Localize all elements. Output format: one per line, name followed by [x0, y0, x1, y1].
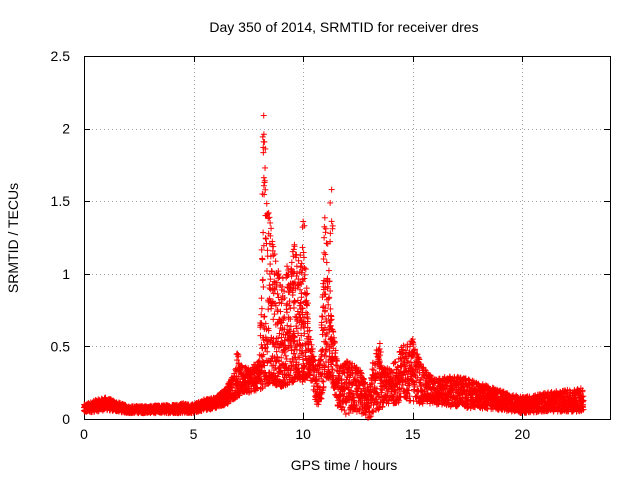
- x-tick-label: 15: [405, 426, 421, 442]
- data-point: [258, 295, 265, 302]
- y-axis-label: SRMTID / TECUs: [5, 183, 21, 293]
- ticks-layer: 0 5 10 15 20 0 0.5 1 1.5 2 2.5: [51, 48, 610, 442]
- data-point: [262, 186, 269, 193]
- data-point: [376, 340, 383, 347]
- data-point: [262, 164, 269, 171]
- data-point: [260, 229, 267, 236]
- data-point: [260, 131, 267, 138]
- data-point: [321, 249, 328, 256]
- data-point: [328, 218, 335, 225]
- y-tick-label: 0: [62, 411, 70, 427]
- data-point: [270, 316, 277, 323]
- data-point: [264, 247, 271, 254]
- y-tick-label: 0.5: [51, 338, 71, 354]
- data-point: [327, 199, 334, 206]
- data-point: [271, 286, 278, 293]
- data-point: [261, 313, 268, 320]
- x-tick-label: 20: [515, 426, 531, 442]
- x-tick-label: 0: [80, 426, 88, 442]
- data-point: [258, 305, 265, 312]
- data-point: [260, 174, 267, 181]
- data-point: [369, 366, 376, 373]
- data-point: [271, 311, 278, 318]
- x-tick-label: 10: [295, 426, 311, 442]
- y-tick-label: 2: [62, 121, 70, 137]
- data-point: [300, 218, 307, 225]
- points-layer: [81, 112, 587, 422]
- chart-title: Day 350 of 2014, SRMTID for receiver dre…: [209, 19, 478, 35]
- data-point: [259, 256, 266, 263]
- data-point: [265, 306, 272, 313]
- data-point: [321, 234, 328, 241]
- data-point: [272, 258, 279, 265]
- x-axis-label: GPS time / hours: [291, 457, 398, 473]
- data-point: [288, 259, 295, 266]
- data-point: [268, 225, 275, 232]
- data-point: [321, 214, 328, 221]
- data-point: [260, 283, 267, 290]
- data-point: [299, 244, 306, 251]
- data-point: [259, 276, 266, 283]
- y-tick-label: 1: [62, 266, 70, 282]
- data-point: [291, 298, 298, 305]
- y-tick-label: 2.5: [51, 48, 71, 64]
- plot-area-frame: [84, 56, 611, 420]
- data-point: [267, 261, 274, 268]
- data-point: [325, 267, 332, 274]
- data-point: [328, 186, 335, 193]
- data-point: [341, 407, 348, 414]
- data-point: [260, 182, 267, 189]
- data-point: [323, 259, 330, 266]
- data-point: [260, 112, 267, 119]
- data-point: [291, 241, 298, 248]
- data-point: [290, 304, 297, 311]
- data-point: [234, 350, 241, 357]
- x-tick-label: 5: [190, 426, 198, 442]
- grid-layer: [84, 56, 610, 419]
- data-point: [342, 411, 349, 418]
- y-tick-label: 1.5: [51, 193, 71, 209]
